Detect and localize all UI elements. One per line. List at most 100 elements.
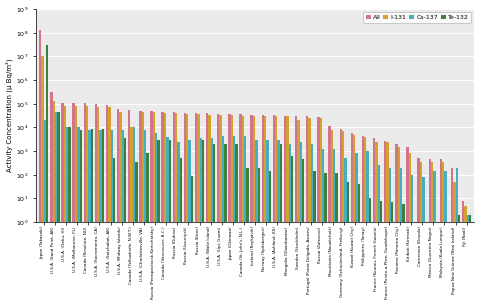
Bar: [195, 113, 197, 305]
Bar: [175, 113, 177, 305]
Y-axis label: Activity Concentration (μ Bq/m²): Activity Concentration (μ Bq/m²): [6, 59, 13, 172]
Bar: [373, 138, 375, 305]
Bar: [413, 222, 416, 305]
Bar: [317, 117, 320, 305]
Bar: [173, 112, 175, 305]
Bar: [235, 144, 238, 305]
Legend: All, I-131, Cs-137, Te-132: All, I-131, Cs-137, Te-132: [363, 12, 471, 23]
Bar: [298, 120, 300, 305]
Bar: [211, 138, 213, 305]
Bar: [228, 114, 230, 305]
Bar: [86, 106, 88, 305]
Bar: [424, 229, 427, 305]
Bar: [331, 130, 333, 305]
Bar: [102, 128, 104, 305]
Bar: [464, 206, 467, 305]
Bar: [135, 162, 138, 305]
Bar: [291, 156, 293, 305]
Bar: [378, 165, 380, 305]
Bar: [110, 130, 113, 305]
Bar: [222, 136, 224, 305]
Bar: [397, 147, 400, 305]
Bar: [146, 153, 149, 305]
Bar: [88, 130, 91, 305]
Bar: [68, 127, 71, 305]
Bar: [240, 114, 242, 305]
Bar: [302, 159, 304, 305]
Bar: [184, 113, 186, 305]
Bar: [339, 128, 342, 305]
Bar: [391, 202, 394, 305]
Bar: [440, 159, 442, 305]
Bar: [219, 115, 222, 305]
Bar: [400, 168, 402, 305]
Bar: [64, 106, 66, 305]
Bar: [255, 140, 258, 305]
Bar: [467, 215, 469, 305]
Bar: [336, 173, 338, 305]
Bar: [244, 136, 246, 305]
Bar: [456, 168, 458, 305]
Bar: [120, 112, 121, 305]
Bar: [208, 115, 211, 305]
Bar: [189, 140, 191, 305]
Bar: [364, 137, 367, 305]
Bar: [157, 140, 160, 305]
Bar: [284, 116, 286, 305]
Bar: [266, 140, 269, 305]
Bar: [121, 130, 124, 305]
Bar: [113, 158, 115, 305]
Bar: [72, 103, 75, 305]
Bar: [186, 114, 189, 305]
Bar: [253, 116, 255, 305]
Bar: [180, 158, 182, 305]
Bar: [333, 149, 336, 305]
Bar: [273, 115, 275, 305]
Bar: [77, 127, 80, 305]
Bar: [258, 168, 260, 305]
Bar: [39, 30, 41, 305]
Bar: [342, 131, 344, 305]
Bar: [202, 140, 204, 305]
Bar: [224, 144, 227, 305]
Bar: [128, 110, 131, 305]
Bar: [139, 111, 142, 305]
Bar: [97, 107, 99, 305]
Bar: [311, 144, 313, 305]
Bar: [95, 104, 97, 305]
Bar: [46, 45, 48, 305]
Bar: [344, 158, 347, 305]
Bar: [411, 175, 413, 305]
Bar: [362, 136, 364, 305]
Bar: [57, 112, 60, 305]
Bar: [313, 170, 315, 305]
Bar: [41, 56, 44, 305]
Bar: [306, 116, 309, 305]
Bar: [431, 162, 433, 305]
Bar: [164, 113, 166, 305]
Bar: [277, 140, 280, 305]
Bar: [422, 177, 424, 305]
Bar: [275, 116, 277, 305]
Bar: [168, 140, 171, 305]
Bar: [161, 112, 164, 305]
Bar: [153, 112, 155, 305]
Bar: [230, 115, 233, 305]
Bar: [280, 144, 282, 305]
Bar: [444, 170, 447, 305]
Bar: [458, 215, 460, 305]
Bar: [384, 141, 386, 305]
Bar: [380, 201, 383, 305]
Bar: [61, 103, 64, 305]
Bar: [251, 115, 253, 305]
Bar: [133, 127, 135, 305]
Bar: [386, 142, 389, 305]
Bar: [206, 113, 208, 305]
Bar: [288, 144, 291, 305]
Bar: [55, 112, 57, 305]
Bar: [286, 116, 288, 305]
Bar: [213, 144, 216, 305]
Bar: [197, 114, 200, 305]
Bar: [453, 182, 456, 305]
Bar: [269, 170, 271, 305]
